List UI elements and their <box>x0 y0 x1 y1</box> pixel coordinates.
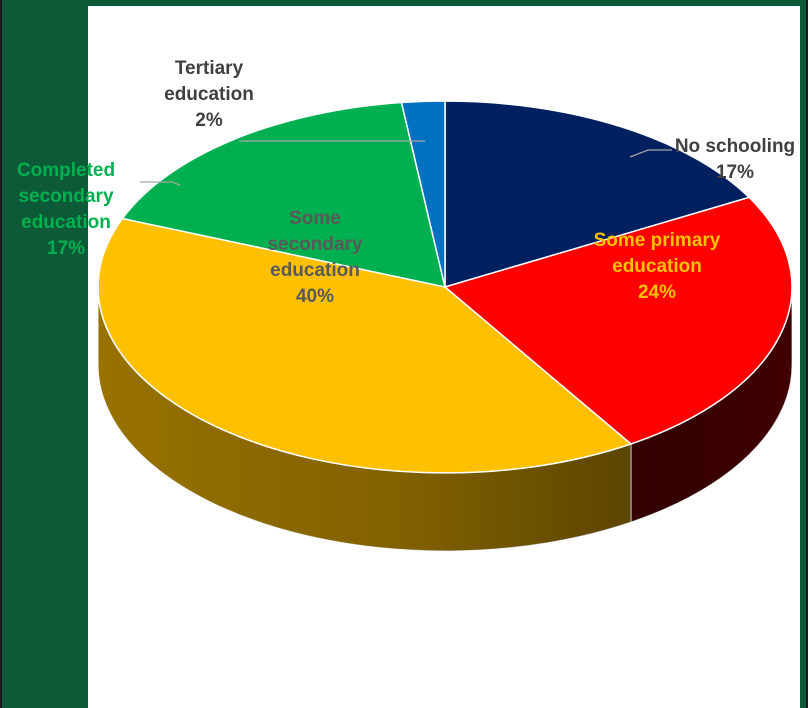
data-label-no-schooling: No schooling 17% <box>675 136 795 183</box>
pie-slice-some-secondary-education <box>97 217 633 474</box>
data-label-some-secondary-education: Some secondary education 40% <box>267 208 362 307</box>
leader-line-no-schooling <box>629 149 672 158</box>
data-label-some-primary-education: Some primary education 24% <box>594 230 721 303</box>
pie-slice-completed-secondary-education <box>121 101 447 288</box>
data-label-value-some-primary-education: 24% <box>638 282 676 303</box>
data-label-value-completed-secondary-education: 17% <box>47 238 85 259</box>
data-label-value-no-schooling: 17% <box>716 162 754 183</box>
leader-line-completed-secondary-education <box>140 181 181 186</box>
pie-slices <box>97 100 793 474</box>
data-labels: No schooling 17% Some primary education 24% S… <box>17 58 795 307</box>
data-label-tertiary-education: Tertiary education 2% <box>164 58 254 131</box>
pie-slice-some-primary-education <box>443 196 793 445</box>
leader-lines <box>140 140 672 186</box>
data-label-completed-secondary-education: Completed secondary education 17% <box>17 160 115 259</box>
pie-slice-tertiary-education <box>400 100 446 288</box>
data-label-value-some-secondary-education: 40% <box>296 286 334 307</box>
data-label-value-tertiary-education: 2% <box>195 110 223 131</box>
pie-slice-no-schooling <box>444 100 751 289</box>
